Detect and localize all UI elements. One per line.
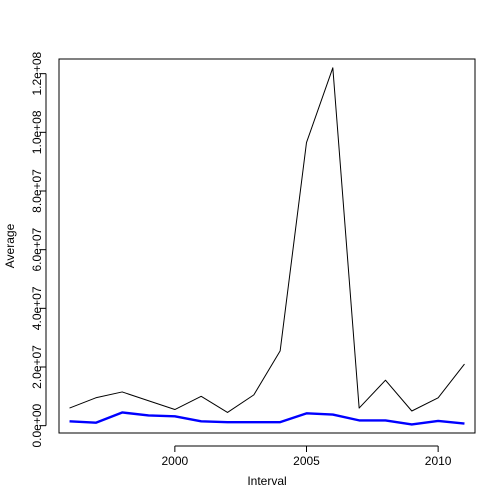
x-axis-label: Interval [247, 474, 286, 488]
y-axis: 0.0e+00 2.0e+07 4.0e+07 6.0e+07 8.0e+07 1.0e+… [30, 51, 47, 448]
plot-frame [58, 58, 476, 434]
y-tick-label: 8.0e+07 [30, 169, 44, 213]
y-tick-label: 2.0e+07 [30, 345, 44, 389]
series-line-1 [69, 67, 465, 413]
x-tick-label: 2010 [425, 454, 452, 468]
y-tick-label: 4.0e+07 [30, 286, 44, 330]
x-axis: 2000 2005 2010 [161, 445, 452, 468]
x-tick-label: 2000 [161, 454, 188, 468]
y-tick-label: 0.0e+00 [30, 403, 44, 447]
y-tick-label: 1.0e+08 [30, 110, 44, 154]
series-line-2 [69, 411, 465, 426]
x-tick-label: 2005 [293, 454, 320, 468]
series-layer [69, 67, 465, 426]
y-axis-label: Average [3, 223, 17, 268]
y-tick-label: 1.2e+08 [30, 51, 44, 95]
y-tick-label: 6.0e+07 [30, 227, 44, 271]
